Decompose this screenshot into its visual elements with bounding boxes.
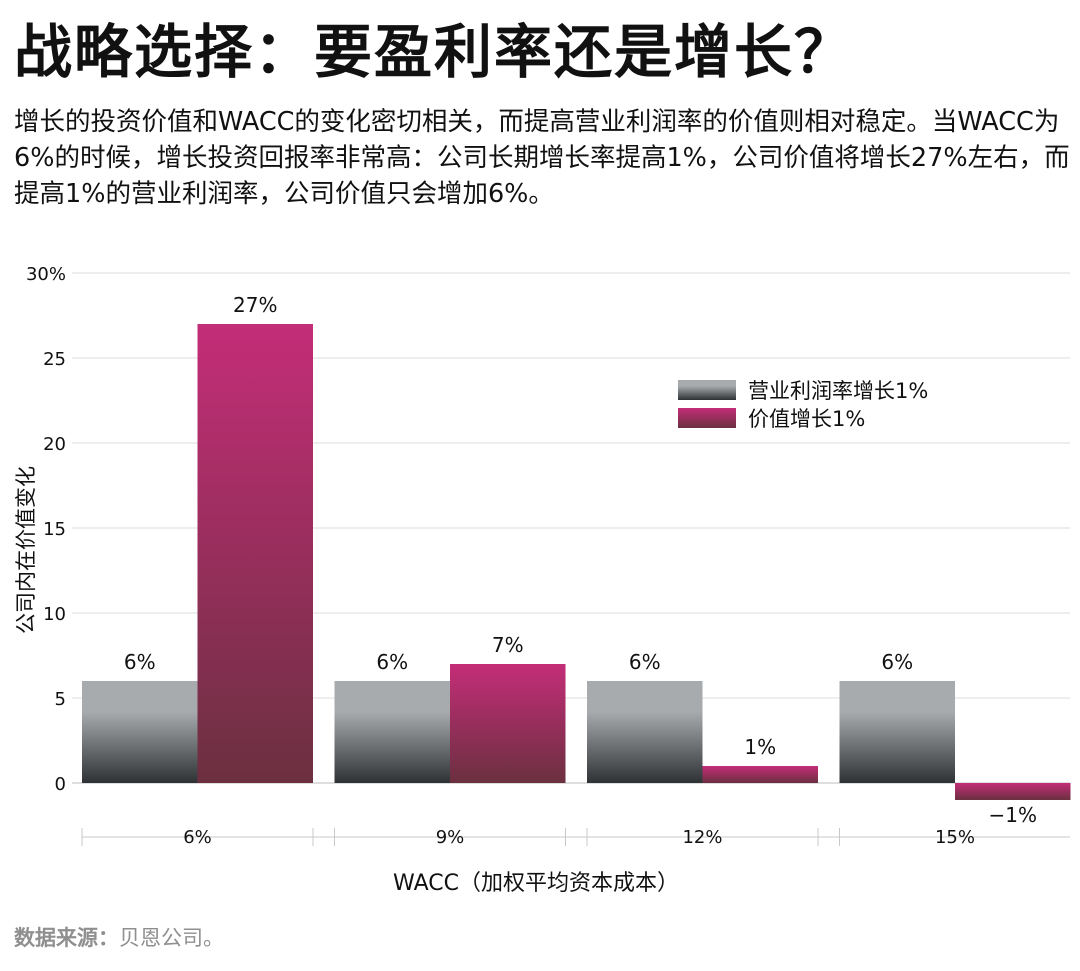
y-tick-label: 5: [55, 689, 66, 710]
y-tick-label: 25: [43, 349, 66, 370]
data-label: 6%: [629, 650, 661, 674]
y-tick-label: 10: [43, 604, 66, 625]
legend-swatch: [678, 380, 736, 400]
data-label: 1%: [744, 735, 776, 759]
y-tick-label: 15: [43, 519, 66, 540]
data-label: −1%: [989, 803, 1038, 827]
x-axis: 6% 9% 12% 15%: [81, 827, 1070, 848]
x-tick-label: 12%: [682, 827, 722, 848]
page-title: 战略选择：要盈利率还是增长？: [14, 18, 855, 86]
bar-series0-4: [839, 681, 955, 783]
data-label: 6%: [376, 650, 408, 674]
x-tick-label: 9%: [436, 827, 465, 848]
bar-series0-1: [82, 681, 198, 783]
data-label: 6%: [124, 650, 156, 674]
source-note: 数据来源：贝恩公司。: [14, 922, 224, 952]
legend-label: 营业利润率增长1%: [748, 379, 928, 403]
bar-chart: 0 5 10 15 20 25 30% 6% 27% 6% 7% 6% 1% 6% −1% 6% 9% 12%…: [14, 264, 1071, 896]
data-label: 27%: [233, 293, 277, 317]
bars: [82, 324, 1071, 800]
x-axis-label: WACC（加权平均资本成本）: [393, 871, 679, 896]
data-label: 7%: [492, 633, 524, 657]
source-text: 贝恩公司。: [119, 926, 224, 950]
bar-series1-3: [702, 766, 818, 783]
x-tick-label: 6%: [183, 827, 212, 848]
legend: 营业利润率增长1% 价值增长1%: [678, 379, 928, 431]
bar-series0-2: [334, 681, 450, 783]
source-label: 数据来源：: [14, 926, 119, 950]
y-tick-label: 30%: [26, 264, 66, 285]
y-axis-label: 公司内在价值变化: [14, 466, 38, 634]
bar-series1-4: [955, 783, 1071, 800]
legend-swatch: [678, 408, 736, 428]
bar-series0-3: [587, 681, 703, 783]
bar-series1-1: [197, 324, 313, 783]
y-axis-ticks: 0 5 10 15 20 25 30%: [26, 264, 66, 795]
y-tick-label: 20: [43, 434, 66, 455]
data-label: 6%: [881, 650, 913, 674]
x-tick-label: 15%: [935, 827, 975, 848]
page-subtitle: 增长的投资价值和WACC的变化密切相关，而提高营业利润率的价值则相对稳定。当WA…: [14, 107, 1070, 209]
legend-label: 价值增长1%: [748, 407, 865, 431]
bar-series1-2: [450, 664, 566, 783]
bar-data-labels: 6% 27% 6% 7% 6% 1% 6% −1%: [124, 293, 1037, 827]
y-tick-label: 0: [55, 774, 66, 795]
